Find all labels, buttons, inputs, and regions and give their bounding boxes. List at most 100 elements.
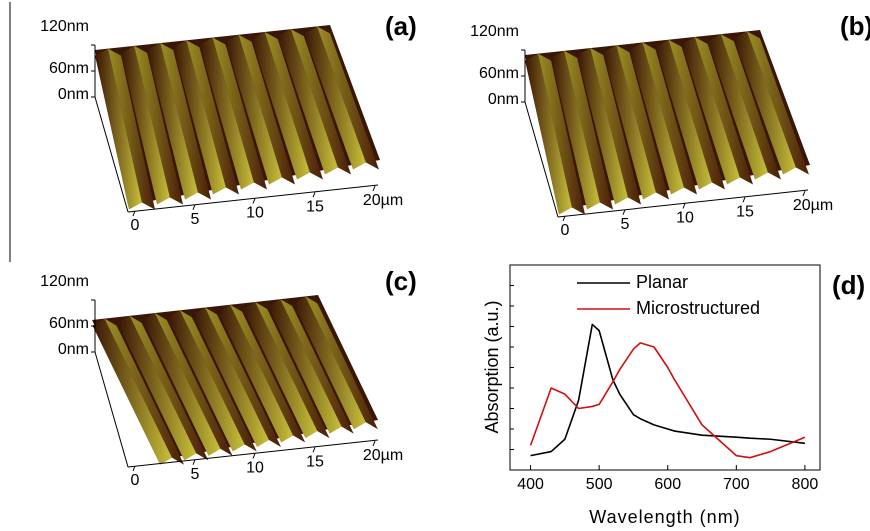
y-axis: [94, 351, 129, 468]
x-tick-label: 10: [246, 205, 264, 222]
x-axis: [127, 439, 379, 468]
x-tick-label: 5: [191, 211, 200, 228]
ridge-left: [243, 301, 318, 439]
x-tick: [682, 203, 686, 209]
x-tick: [372, 440, 376, 447]
x-tick-label: 15: [736, 203, 754, 220]
ridge-right: [160, 43, 211, 200]
ridge-left: [117, 315, 197, 461]
ridge-right: [108, 48, 155, 210]
ridge-left: [251, 31, 310, 180]
x-tick-label: 10: [246, 460, 264, 477]
panel-label: (c): [385, 266, 417, 296]
x-tick: [252, 198, 256, 204]
panel-label: (b): [840, 11, 870, 41]
ridge-right: [280, 299, 354, 434]
x-tick: [802, 190, 806, 197]
ridge-left: [707, 34, 768, 180]
ridge-right: [238, 34, 295, 185]
ridge-right: [746, 31, 809, 175]
z-tick-label: 0nm: [58, 341, 89, 358]
ridge-left: [218, 304, 294, 443]
ridge-right: [538, 53, 585, 215]
x-tick: [742, 197, 746, 203]
x-tick: [192, 459, 196, 465]
ridge-left: [681, 36, 740, 185]
y-axis-label: Absorption (a.u.): [482, 300, 502, 433]
ridge-left: [92, 318, 173, 465]
x-tick: [132, 210, 136, 217]
x-tick: [132, 465, 136, 472]
ridge-right: [316, 26, 379, 170]
ridge-right: [104, 318, 185, 465]
x-tick-label: 5: [621, 216, 630, 233]
line: [529, 342, 806, 459]
ridge-left: [95, 48, 142, 210]
ridge-left: [603, 45, 656, 200]
z-tick-label: 120nm: [40, 18, 89, 35]
z-tick-label: 120nm: [470, 23, 519, 40]
ridge-left: [173, 40, 226, 195]
ridge-right: [129, 315, 209, 461]
ridge-left: [733, 31, 796, 175]
ridge-left: [193, 307, 269, 447]
legend-label: Microstructured: [636, 298, 760, 318]
x-tick-label: 20µm: [363, 192, 403, 209]
ridge-right: [134, 45, 183, 205]
x-axis: [557, 189, 809, 218]
x-tick: [192, 204, 196, 210]
x-tick-label: 700: [723, 476, 750, 493]
x-axis: [127, 184, 379, 213]
panel-label: (a): [385, 11, 417, 41]
ridge-right: [564, 50, 613, 210]
ridge-right: [290, 29, 351, 175]
x-tick: [312, 192, 316, 198]
x-tick-label: 500: [586, 476, 613, 493]
x-tick: [622, 209, 626, 215]
x-tick-label: 400: [517, 476, 544, 493]
x-tick-label: 5: [191, 466, 200, 483]
ridge-right: [720, 34, 781, 180]
z-tick-label: 120nm: [40, 273, 89, 290]
z-tick-label: 0nm: [488, 91, 519, 108]
x-tick: [252, 453, 256, 459]
ridge-right: [179, 310, 257, 452]
ridge-right: [264, 31, 323, 180]
x-tick-label: 15: [306, 198, 324, 215]
panel-label: (d): [832, 270, 865, 300]
ridge-left: [551, 50, 600, 210]
ridge-right: [255, 301, 330, 439]
ridge-right: [212, 37, 267, 190]
ridge-right: [305, 296, 378, 430]
x-tick-label: 0: [561, 222, 570, 239]
ridge-left: [629, 42, 684, 195]
ridge-left: [167, 310, 245, 452]
ridge-right: [616, 45, 669, 200]
x-tick-label: 15: [306, 453, 324, 470]
z-tick-label: 0nm: [58, 86, 89, 103]
z-tick-label: 60nm: [49, 315, 89, 332]
z-tick-label: 60nm: [49, 60, 89, 77]
x-tick-label: 20µm: [363, 447, 403, 464]
ridge-right: [230, 304, 306, 443]
y-axis: [94, 96, 129, 213]
ridge-left: [225, 34, 282, 185]
ridge-right: [205, 307, 281, 447]
x-tick: [372, 185, 376, 192]
ridge-left: [525, 53, 572, 215]
ridge-left: [577, 48, 628, 205]
x-tick-label: 20µm: [793, 197, 833, 214]
ridge-left: [142, 313, 221, 456]
ridge-left: [303, 26, 366, 170]
ridge-left: [277, 29, 338, 175]
legend-label: Planar: [636, 272, 688, 292]
ridge-right: [694, 36, 753, 185]
ridge-left: [293, 296, 366, 430]
x-tick-label: 0: [131, 217, 140, 234]
x-tick-label: 600: [654, 476, 681, 493]
x-tick-label: 10: [676, 210, 694, 227]
ridge-left: [199, 37, 254, 190]
ridge-right: [154, 313, 233, 456]
